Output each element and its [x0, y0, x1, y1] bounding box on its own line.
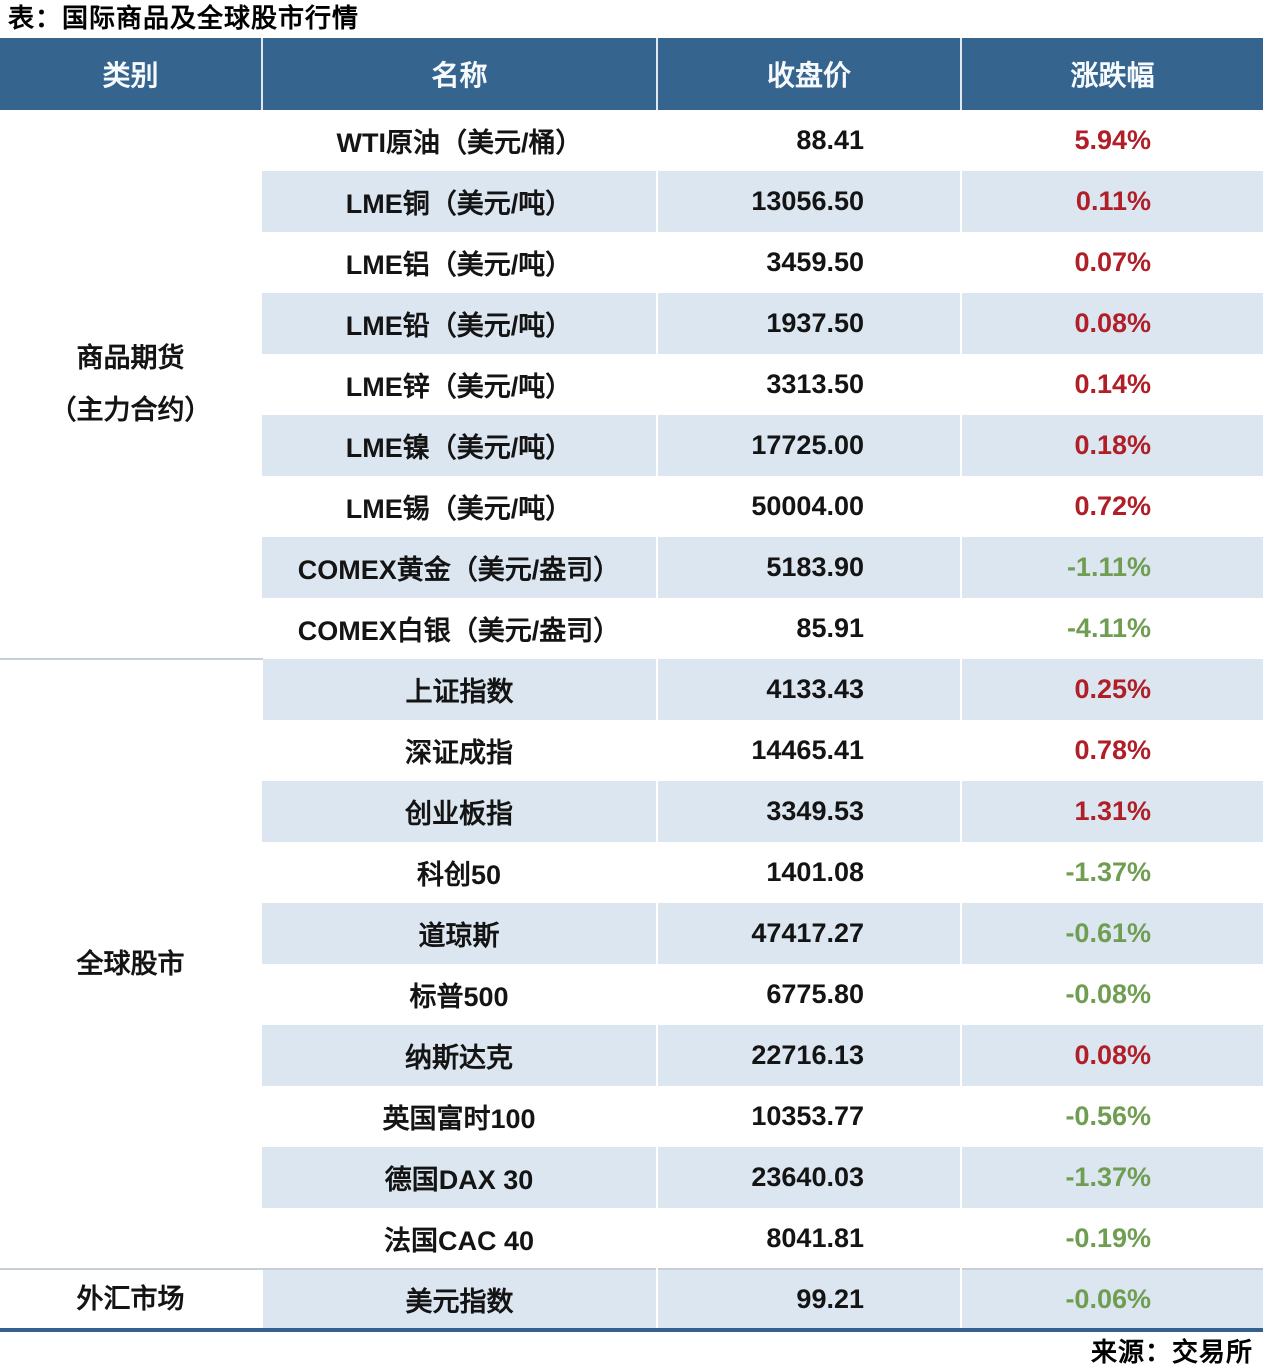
table-row: 商品期货 （主力合约） WTI原油（美元/桶） 88.41 5.94% [0, 110, 1263, 659]
name-cell: 英国富时100 [262, 1086, 657, 1147]
header-cell-close: 收盘价 [656, 38, 961, 110]
change-cell: -0.06% [960, 1268, 1263, 1330]
name-cell: 标普500 [262, 964, 657, 1025]
category-cell: 商品期货 （主力合约） [0, 110, 262, 659]
table-row: 英国富时100 10353.77 -0.56% [0, 1086, 1263, 1147]
name-cell: LME锌（美元/吨） [262, 354, 657, 415]
change-cell: -0.08% [960, 964, 1263, 1025]
table-header: 类别 名称 收盘价 涨跌幅 [0, 38, 1263, 110]
close-cell: 99.21 [656, 1268, 961, 1330]
change-cell: -0.61% [960, 903, 1263, 964]
name-cell: 上证指数 [261, 659, 657, 720]
table-row: 法国CAC 40 8041.81 -0.19% [0, 1208, 1263, 1269]
category-cell: 全球股市 [0, 658, 262, 1269]
close-cell: 13056.50 [656, 171, 961, 232]
table-row: COMEX黄金（美元/盎司） 5183.90 -1.11% [0, 537, 1263, 598]
table-title: 表：国际商品及全球股市行情 [8, 3, 360, 33]
category-cell: 外汇市场 [0, 1268, 262, 1330]
close-cell: 88.41 [656, 110, 961, 171]
table-row: COMEX白银（美元/盎司） 85.91 -4.11% [0, 598, 1263, 659]
change-cell: -0.19% [960, 1208, 1263, 1269]
table-row: 科创50 1401.08 -1.37% [0, 842, 1263, 903]
name-cell: 创业板指 [262, 781, 657, 842]
table-row: LME锌（美元/吨） 3313.50 0.14% [0, 354, 1263, 415]
change-cell: 0.08% [960, 1025, 1263, 1086]
change-cell: -1.11% [960, 537, 1263, 598]
close-cell: 3459.50 [656, 232, 961, 293]
table-row: 深证成指 14465.41 0.78% [0, 720, 1263, 781]
close-cell: 14465.41 [656, 720, 961, 781]
change-cell: 0.72% [960, 476, 1263, 537]
close-cell: 22716.13 [656, 1025, 961, 1086]
name-cell: LME铝（美元/吨） [262, 232, 657, 293]
table-body: 商品期货 （主力合约） WTI原油（美元/桶） 88.41 5.94% LME铜（… [0, 110, 1263, 1330]
change-cell: 1.31% [960, 781, 1263, 842]
change-cell: -0.56% [960, 1086, 1263, 1147]
close-cell: 1937.50 [656, 293, 961, 354]
change-cell: 0.18% [960, 415, 1263, 476]
change-cell: 0.25% [960, 659, 1263, 720]
change-cell: -4.11% [960, 598, 1263, 659]
change-cell: -1.37% [960, 1147, 1263, 1208]
market-table: 类别 名称 收盘价 涨跌幅 商品期货 （主力合约） WTI原油（美元/桶） 88.… [0, 38, 1263, 1332]
table-row: 标普500 6775.80 -0.08% [0, 964, 1263, 1025]
table-row: 道琼斯 47417.27 -0.61% [0, 903, 1263, 964]
table-row: 全球股市 上证指数 4133.43 0.25% [0, 658, 1263, 1269]
header-cell-category: 类别 [0, 38, 262, 110]
change-cell: 0.78% [960, 720, 1263, 781]
name-cell: LME锡（美元/吨） [262, 476, 657, 537]
change-cell: 0.11% [960, 171, 1263, 232]
change-cell: 0.07% [960, 232, 1263, 293]
table-row: 创业板指 3349.53 1.31% [0, 781, 1263, 842]
name-cell: WTI原油（美元/桶） [261, 110, 657, 171]
name-cell: LME镍（美元/吨） [262, 415, 657, 476]
name-cell: 美元指数 [261, 1268, 657, 1330]
table-row: LME铜（美元/吨） 13056.50 0.11% [0, 171, 1263, 232]
close-cell: 17725.00 [656, 415, 961, 476]
change-cell: -1.37% [960, 842, 1263, 903]
name-cell: COMEX白银（美元/盎司） [262, 598, 657, 659]
close-cell: 8041.81 [656, 1208, 961, 1269]
name-cell: 纳斯达克 [262, 1025, 657, 1086]
table-row: LME铝（美元/吨） 3459.50 0.07% [0, 232, 1263, 293]
table-row: LME锡（美元/吨） 50004.00 0.72% [0, 476, 1263, 537]
change-cell: 0.14% [960, 354, 1263, 415]
close-cell: 4133.43 [656, 659, 961, 720]
change-cell: 5.94% [960, 110, 1263, 171]
close-cell: 10353.77 [656, 1086, 961, 1147]
name-cell: LME铅（美元/吨） [262, 293, 657, 354]
table-row: 纳斯达克 22716.13 0.08% [0, 1025, 1263, 1086]
close-cell: 85.91 [656, 598, 961, 659]
header-cell-change: 涨跌幅 [960, 38, 1263, 110]
name-cell: 德国DAX 30 [262, 1147, 657, 1208]
table-row: 德国DAX 30 23640.03 -1.37% [0, 1147, 1263, 1208]
close-cell: 23640.03 [656, 1147, 961, 1208]
name-cell: 深证成指 [262, 720, 657, 781]
close-cell: 1401.08 [656, 842, 961, 903]
close-cell: 47417.27 [656, 903, 961, 964]
close-cell: 3349.53 [656, 781, 961, 842]
table-row: LME镍（美元/吨） 17725.00 0.18% [0, 415, 1263, 476]
change-cell: 0.08% [960, 293, 1263, 354]
header-row: 类别 名称 收盘价 涨跌幅 [0, 38, 1263, 110]
name-cell: 道琼斯 [262, 903, 657, 964]
header-cell-name: 名称 [261, 38, 657, 110]
name-cell: COMEX黄金（美元/盎司） [262, 537, 657, 598]
close-cell: 3313.50 [656, 354, 961, 415]
close-cell: 6775.80 [656, 964, 961, 1025]
close-cell: 50004.00 [656, 476, 961, 537]
table-row: LME铅（美元/吨） 1937.50 0.08% [0, 293, 1263, 354]
close-cell: 5183.90 [656, 537, 961, 598]
name-cell: LME铜（美元/吨） [262, 171, 657, 232]
name-cell: 法国CAC 40 [262, 1208, 657, 1269]
table-row: 外汇市场 美元指数 99.21 -0.06% [0, 1268, 1263, 1330]
source-note: 来源：交易所 [1090, 1337, 1253, 1367]
name-cell: 科创50 [262, 842, 657, 903]
